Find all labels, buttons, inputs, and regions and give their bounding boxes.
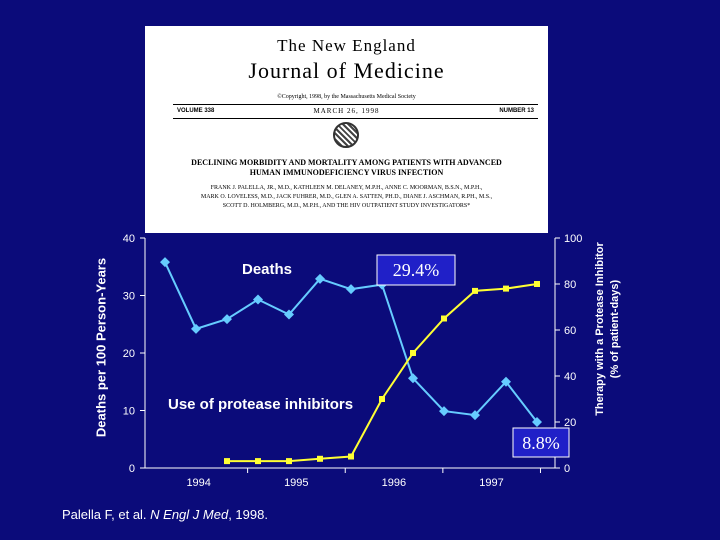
protease-point — [503, 285, 509, 292]
x-tick-label: 1995 — [284, 477, 308, 489]
journal-date: MARCH 26, 1998 — [313, 107, 380, 115]
left-tick-label: 20 — [123, 348, 135, 360]
deaths-point — [253, 294, 263, 305]
deaths-point — [191, 323, 201, 334]
right-tick-label: 40 — [564, 371, 576, 383]
journal-volume: VOLUME 338 — [177, 108, 215, 114]
deaths-point — [439, 406, 449, 417]
callout-low-box — [512, 427, 570, 458]
left-tick-label: 10 — [123, 406, 135, 418]
deaths-point — [346, 284, 356, 295]
article-headline-line-2: HUMAN IMMUNODEFICIENCY VIRUS INFECTION — [249, 168, 444, 177]
protease-point — [410, 350, 416, 356]
citation-suffix: , 1998. — [228, 507, 268, 522]
right-tick-label: 100 — [564, 233, 582, 245]
left-tick-label: 0 — [129, 463, 135, 475]
citation-prefix: Palella F, et al. — [62, 507, 151, 522]
protease-series-line — [227, 283, 538, 463]
right-tick-label: 20 — [564, 417, 576, 429]
protease-point — [379, 396, 385, 402]
journal-number: NUMBER 13 — [499, 108, 534, 114]
callout-low-text: 8.8% — [522, 433, 560, 453]
deaths-point — [222, 314, 232, 325]
callout-high-text: 29.4% — [393, 260, 440, 280]
protease-point — [441, 315, 447, 322]
journal-divider-bottom — [173, 118, 538, 119]
left-axis-label: Deaths per 100 Person-Years — [93, 257, 109, 438]
deaths-point — [160, 257, 170, 268]
protease-point — [224, 458, 230, 465]
journal-title-top: The New England — [277, 36, 416, 55]
journal-header-image: The New England Journal of Medicine ©Cop… — [145, 26, 548, 233]
journal-seal-icon — [333, 122, 359, 148]
deaths-point — [532, 417, 542, 427]
article-authors: FRANK J. PALELLA, JR., M.D., KATHLEEN M.… — [157, 184, 536, 211]
protease-point — [255, 458, 261, 465]
deaths-point — [315, 273, 325, 284]
deaths-label: Deaths — [242, 261, 292, 278]
deaths-point — [501, 376, 511, 387]
protease-point — [472, 287, 478, 294]
journal-title-main: Journal of Medicine — [248, 58, 445, 83]
right-tick-label: 0 — [564, 463, 570, 475]
protease-point — [317, 455, 323, 462]
left-tick-label: 40 — [123, 233, 135, 245]
deaths-point — [284, 309, 294, 320]
article-authors-line-3: SCOTT D. HOLMBERG, M.D., M.P.H., AND THE… — [222, 203, 471, 209]
left-tick-label: 30 — [123, 291, 135, 303]
article-headline-line-1: DECLINING MORBIDITY AND MORTALITY AMONG … — [191, 158, 502, 167]
protease-label: Use of protease inhibitors — [168, 396, 353, 413]
callout-high-box — [376, 254, 456, 286]
protease-point — [286, 458, 292, 465]
deaths-point — [408, 373, 418, 384]
right-tick-label: 80 — [564, 279, 576, 291]
article-authors-line-2: MARK O. LOVELESS, M.D., JACK FUHRER, M.D… — [200, 194, 493, 200]
x-tick-label: 1997 — [479, 477, 503, 489]
protease-point — [534, 281, 540, 287]
x-tick-label: 1996 — [382, 477, 406, 489]
right-axis-label-line-1: Therapy with a Protease Inhibitor — [594, 242, 606, 416]
journal-divider-top — [173, 104, 538, 105]
right-axis-label: Therapy with a Protease Inhibitor (% of … — [593, 179, 623, 479]
right-axis-label-line-2: (% of patient-days) — [609, 279, 621, 379]
protease-point — [348, 453, 354, 460]
article-headline: DECLINING MORBIDITY AND MORTALITY AMONG … — [151, 158, 542, 178]
citation: Palella F, et al. N Engl J Med, 1998. — [62, 507, 268, 522]
deaths-point — [470, 410, 480, 421]
x-tick-label: 1994 — [186, 477, 210, 489]
right-tick-label: 60 — [564, 325, 576, 337]
journal-copyright: ©Copyright, 1998, by the Massachusetts M… — [277, 94, 416, 100]
citation-journal: N Engl J Med — [150, 507, 229, 522]
article-authors-line-1: FRANK J. PALELLA, JR., M.D., KATHLEEN M.… — [210, 185, 483, 191]
